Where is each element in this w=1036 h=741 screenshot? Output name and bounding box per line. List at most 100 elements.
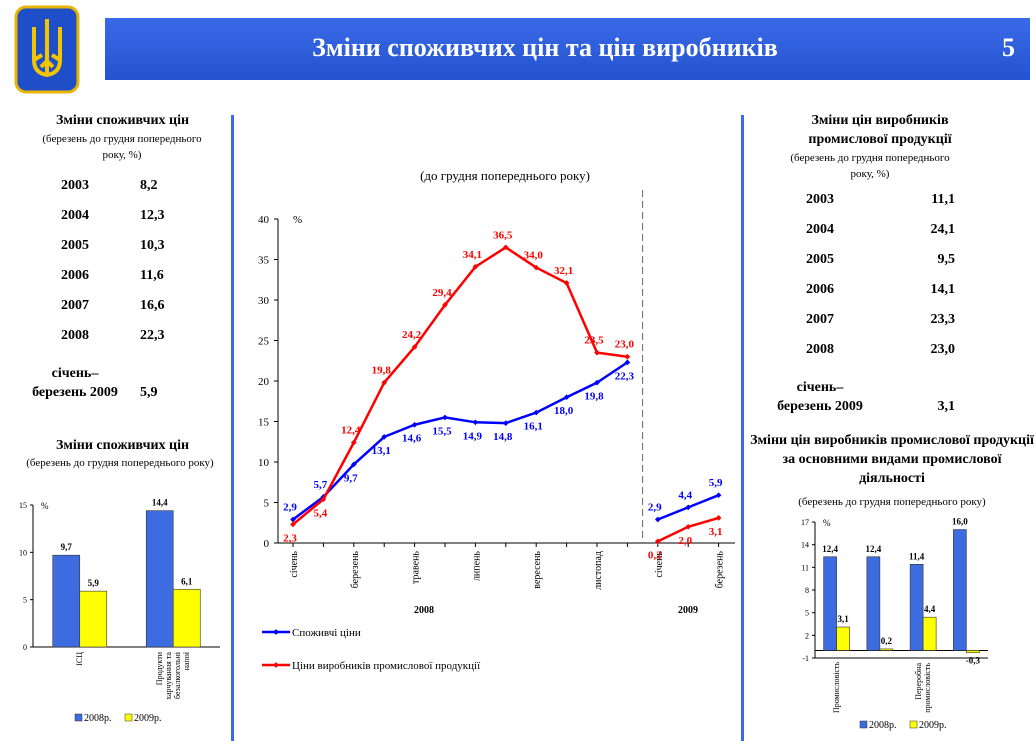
page-number: 5: [1002, 33, 1015, 62]
row-label: 2005: [806, 252, 834, 267]
point: [624, 353, 631, 360]
bar: [922, 616, 937, 651]
bar: [145, 510, 174, 648]
data-label: 23,0: [615, 339, 635, 351]
data-label: 2,0: [678, 535, 692, 547]
bar: [79, 590, 108, 648]
data-label: 16,1: [524, 421, 543, 433]
legend-swatch: [124, 713, 133, 722]
legend-label: 2009р.: [919, 720, 947, 731]
bar: [823, 556, 837, 651]
data-label: 14,4: [152, 498, 168, 508]
y-tick-label: 10: [19, 548, 27, 557]
point: [533, 264, 540, 271]
data-label: 0,2: [648, 549, 662, 561]
row-label: 2003: [61, 178, 89, 193]
row-value: 10,3: [140, 238, 165, 253]
row-value: 11,1: [931, 192, 955, 207]
point: [715, 492, 722, 499]
row-label: 2007: [806, 312, 834, 327]
bar: [909, 564, 924, 651]
y-tick-label: 17: [801, 518, 809, 527]
point: [685, 504, 692, 511]
bar: [866, 556, 881, 651]
point: [654, 516, 661, 523]
point: [350, 461, 357, 468]
data-label: 4,4: [924, 604, 936, 614]
legend-label: 2009р.: [134, 713, 162, 724]
point: [502, 420, 509, 426]
point: [533, 409, 540, 416]
row-value: 11,6: [140, 268, 164, 283]
table-row: січень– березень 2009 3,1: [775, 378, 955, 416]
point: [350, 439, 357, 446]
data-label: 9,7: [61, 542, 73, 552]
data-label: 2,9: [648, 502, 662, 514]
point: [563, 280, 570, 286]
legend-marker: [273, 629, 279, 635]
y-tick-label: 8: [805, 586, 809, 595]
row-value: 24,1: [930, 222, 956, 237]
data-label: 14,6: [402, 433, 422, 445]
data-label: 0,2: [881, 636, 893, 646]
row-label: 2005: [61, 238, 89, 253]
y-tick-label: 11: [801, 563, 809, 572]
legend-swatch: [74, 713, 83, 722]
row-label: 2004: [806, 222, 834, 237]
x-tick-label: січень: [289, 551, 300, 578]
point: [594, 349, 600, 356]
point: [715, 515, 722, 521]
table-row: 2007 16,6: [32, 296, 200, 315]
y-tick-label: 30: [258, 295, 270, 307]
legend-label: 2008р.: [84, 713, 112, 724]
data-label: 22,3: [615, 370, 635, 382]
table-row: 2008 23,0: [775, 340, 955, 359]
data-label: 23,5: [584, 335, 604, 347]
chart-subtitle: (березень до грудня попереднього року): [26, 457, 214, 469]
point: [411, 344, 418, 350]
page-title: Зміни споживчих цін та цін виробників: [312, 33, 778, 62]
data-label: 12,4: [341, 425, 361, 437]
data-label: 29,4: [432, 287, 452, 299]
chart-title: Зміни споживчих цін: [55, 438, 190, 453]
table-row: 2005 10,3: [32, 236, 200, 255]
table-row: січень– березень 2009 5,9: [32, 364, 200, 402]
data-label: 24,2: [402, 329, 422, 341]
year-label: 2008: [414, 605, 434, 616]
data-label: 3,1: [838, 614, 850, 624]
y-tick-label: 0: [264, 538, 270, 550]
bar: [836, 626, 850, 651]
y-tick-label: -1: [802, 654, 809, 663]
legend-swatch: [859, 720, 868, 729]
line: [292, 245, 628, 526]
point: [563, 394, 570, 401]
data-label: 12,4: [822, 544, 838, 554]
y-tick-label: 2: [805, 631, 809, 640]
data-label: 5,7: [314, 479, 328, 491]
y-tick-label: 5: [805, 609, 809, 618]
table-subtitle: (березень до грудня попереднього року, %…: [42, 133, 202, 161]
x-tick-label: листопад: [593, 551, 604, 590]
data-label: 34,1: [463, 249, 482, 261]
table-row: 2006 14,1: [775, 280, 955, 299]
y-tick-label: 20: [258, 376, 270, 388]
y-tick-label: 5: [23, 596, 27, 605]
bar: [879, 648, 894, 651]
row-label: 2003: [806, 192, 834, 207]
row-label: 2008: [61, 328, 89, 343]
legend-label: 2008р.: [869, 720, 897, 731]
data-label: 34,0: [524, 250, 544, 262]
point: [381, 379, 388, 386]
data-label: 2,9: [283, 502, 297, 514]
title-bar: Зміни споживчих цін та цін виробників 5: [105, 18, 1030, 80]
x-tick-label: ІСЦ: [75, 652, 85, 666]
point: [320, 496, 327, 503]
line: [292, 361, 629, 521]
chart-subtitle: (до грудня попереднього року): [420, 168, 590, 183]
table-row: 2004 12,3: [32, 206, 200, 225]
year-label: 2009: [678, 605, 698, 616]
point: [472, 263, 479, 270]
row-value: 23,3: [930, 312, 956, 327]
y-tick-label: 10: [258, 457, 270, 469]
point: [381, 434, 388, 440]
